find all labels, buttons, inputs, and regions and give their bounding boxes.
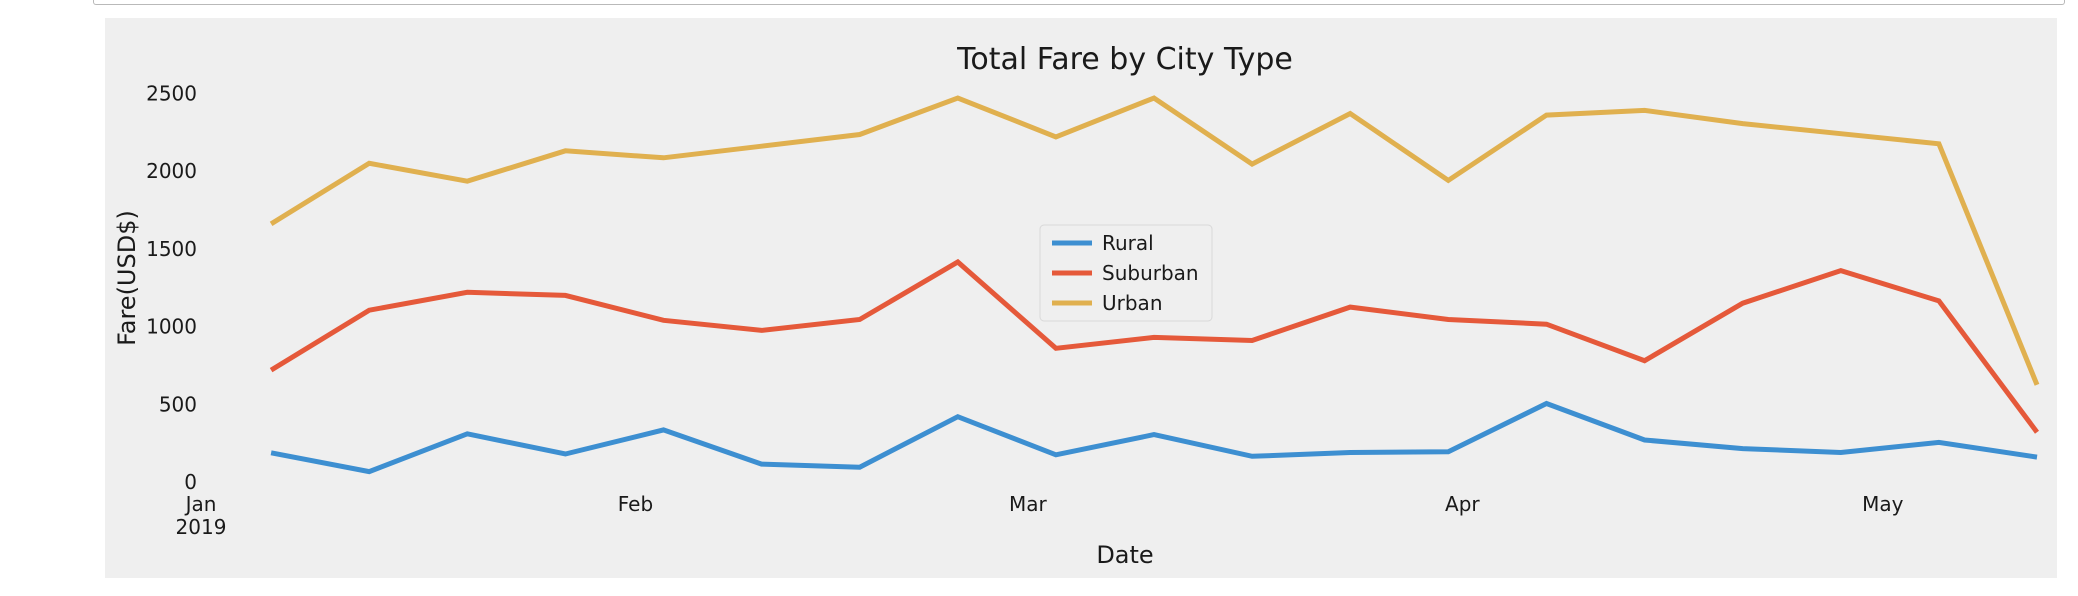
y-tick-label: 2500: [146, 81, 197, 105]
y-tick-label: 500: [159, 392, 197, 416]
top-frame: [93, 0, 2065, 5]
x-tick-label: May: [1862, 492, 1904, 516]
y-tick-label: 0: [184, 470, 197, 494]
chart-figure: Total Fare by City Type Date Fare(USD$) …: [105, 18, 2057, 578]
legend-label-rural: Rural: [1102, 231, 1154, 255]
legend: Rural Suburban Urban: [1039, 224, 1213, 322]
series-line-rural: [270, 400, 2038, 475]
y-axis-label: Fare(USD$): [113, 210, 141, 346]
y-tick-label: 2000: [146, 159, 197, 183]
series-line-suburban: [269, 258, 2040, 434]
x-tick-sublabel: 2019: [176, 515, 227, 539]
x-tick-label: Jan: [184, 492, 217, 516]
series-lines: [269, 95, 2040, 475]
line-chart: Total Fare by City Type Date Fare(USD$) …: [113, 42, 2040, 569]
legend-box: [1039, 224, 1213, 322]
legend-label-suburban: Suburban: [1102, 261, 1199, 285]
series-line-urban: [269, 95, 2040, 386]
legend-label-urban: Urban: [1102, 291, 1163, 315]
x-axis-label: Date: [1096, 541, 1153, 569]
y-tick-label: 1000: [146, 315, 197, 339]
y-tick-label: 1500: [146, 237, 197, 261]
x-tick-label: Apr: [1445, 492, 1480, 516]
x-tick-label: Feb: [618, 492, 653, 516]
x-tick-label: Mar: [1009, 492, 1048, 516]
chart-title: Total Fare by City Type: [956, 42, 1293, 77]
